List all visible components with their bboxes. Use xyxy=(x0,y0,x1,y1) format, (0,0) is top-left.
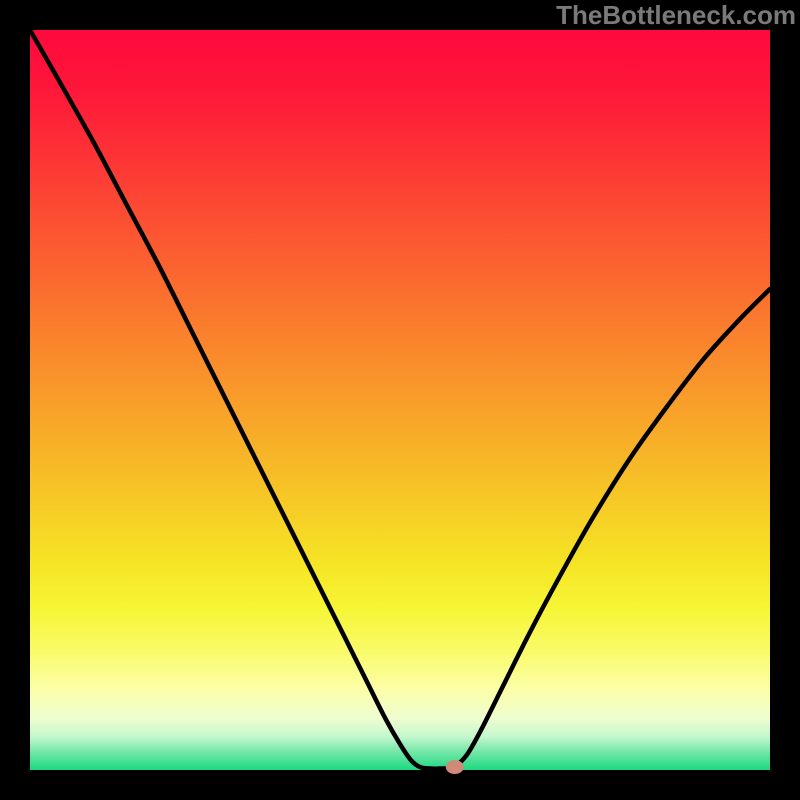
watermark-text: TheBottleneck.com xyxy=(556,0,796,31)
optimum-marker xyxy=(446,760,464,774)
bottleneck-chart xyxy=(0,0,800,800)
plot-background xyxy=(30,30,770,770)
